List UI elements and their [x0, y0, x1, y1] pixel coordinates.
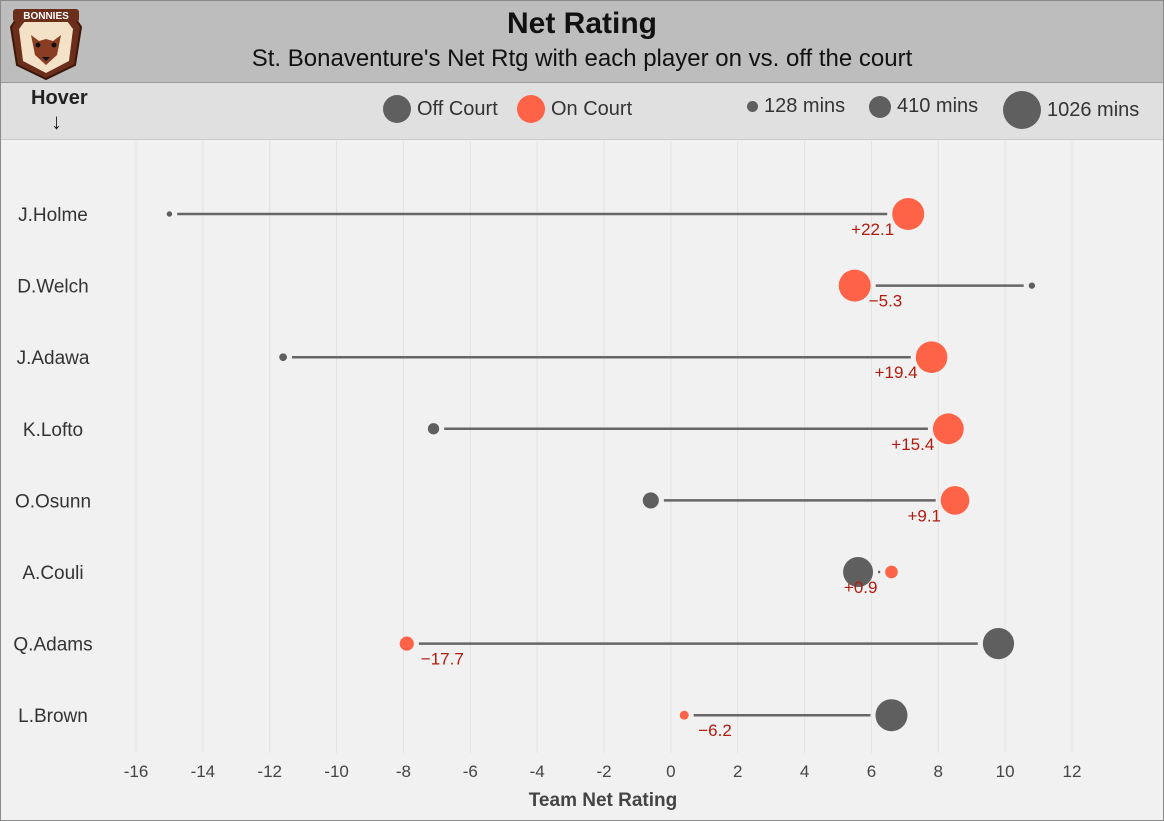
net-rating-diff-label: +9.1 [907, 506, 941, 525]
legend-off-court-label: Off Court [417, 97, 498, 120]
off-court-dot[interactable] [427, 423, 440, 435]
player-row[interactable]: Q.Adams −17.7 [13, 627, 1015, 669]
off-court-dot[interactable] [1028, 282, 1036, 289]
on-court-dot[interactable] [892, 198, 925, 230]
x-tick-label: -12 [257, 762, 282, 781]
legend-bar: Hover ↓ Off Court On Court 128 mins 410 … [1, 83, 1163, 140]
size-medium-dot-icon [869, 95, 891, 118]
net-rating-diff-label: −17.7 [421, 650, 464, 669]
player-rows: J.Holme +22.1 D.Welch −5.3 J.Adawa +19.4 K.Lof… [13, 198, 1036, 740]
net-rating-diff-label: +15.4 [891, 435, 934, 454]
x-tick-label: -14 [191, 762, 216, 781]
x-tick-label: -10 [324, 762, 349, 781]
on-court-dot[interactable] [838, 269, 871, 302]
chart-title: Net Rating [507, 7, 657, 40]
player-name-label: A.Couli [22, 563, 83, 584]
player-name-label: Q.Adams [13, 635, 92, 656]
on-court-dot[interactable] [915, 341, 948, 373]
svg-text:BONNIES: BONNIES [23, 11, 69, 22]
off-court-dot[interactable] [166, 211, 173, 217]
player-name-label: D.Welch [17, 277, 88, 298]
x-tick-label: 10 [996, 762, 1015, 781]
legend-size-large-label: 1026 mins [1047, 98, 1140, 121]
player-name-label: K.Lofto [23, 420, 83, 441]
x-tick-label: -2 [596, 762, 611, 781]
player-name-label: J.Holme [18, 205, 88, 226]
off-court-dot[interactable] [843, 557, 874, 587]
on-court-dot-icon [517, 95, 545, 123]
x-tick-label: -8 [396, 762, 411, 781]
player-row[interactable]: D.Welch −5.3 [17, 269, 1036, 311]
legend-size-large: 1026 mins [1003, 91, 1139, 129]
net-rating-diff-label: +22.1 [851, 220, 894, 239]
player-row[interactable]: L.Brown −6.2 [18, 699, 908, 740]
off-court-dot[interactable] [875, 699, 908, 732]
player-name-label: L.Brown [18, 706, 88, 727]
player-row[interactable]: K.Lofto +15.4 [23, 413, 964, 454]
legend-off-court: Off Court [383, 95, 498, 123]
legend-size-small-label: 128 mins [764, 95, 846, 117]
player-row[interactable]: J.Adawa +19.4 [17, 341, 948, 382]
on-court-dot[interactable] [679, 710, 689, 720]
hover-label[interactable]: Hover [31, 87, 88, 109]
on-court-dot[interactable] [932, 413, 964, 445]
on-court-dot[interactable] [940, 486, 970, 515]
legend-size-small: 128 mins [747, 95, 845, 118]
arrow-down-icon: ↓ [51, 109, 62, 134]
x-tick-label: -4 [530, 762, 545, 781]
net-rating-diff-label: +0.9 [844, 578, 878, 597]
x-tick-label: 8 [934, 762, 943, 781]
x-tick-label: 2 [733, 762, 742, 781]
player-row[interactable]: O.Osunn +9.1 [15, 486, 970, 525]
on-court-dot[interactable] [399, 636, 414, 651]
legend-on-court-label: On Court [551, 97, 633, 120]
size-small-dot-icon [747, 101, 758, 112]
net-rating-diff-label: +19.4 [875, 363, 918, 382]
off-court-dot-icon [383, 95, 411, 123]
x-axis-label: Team Net Rating [529, 790, 678, 811]
off-court-dot[interactable] [982, 627, 1015, 660]
legend-size-medium-label: 410 mins [897, 95, 979, 117]
x-axis-ticks: -16 -14 -12 -10 -8 -6 -4 -2 0 2 4 6 8 10 12 [124, 762, 1082, 781]
off-court-dot[interactable] [642, 492, 659, 509]
chart-header: BONNIES Net Rating St. Bonaventure's Net… [1, 1, 1163, 83]
net-rating-diff-label: −5.3 [869, 292, 903, 311]
on-court-dot[interactable] [885, 565, 898, 579]
x-tick-label: 12 [1063, 762, 1082, 781]
bonnies-logo: BONNIES [9, 9, 83, 81]
chart-subtitle: St. Bonaventure's Net Rtg with each play… [251, 45, 913, 72]
player-row[interactable]: J.Holme +22.1 [18, 198, 925, 239]
x-tick-label: 6 [867, 762, 876, 781]
player-name-label: J.Adawa [17, 348, 90, 369]
player-row[interactable]: A.Couli +0.9 [22, 557, 898, 597]
x-tick-label: -16 [124, 762, 149, 781]
player-name-label: O.Osunn [15, 491, 91, 512]
size-large-dot-icon [1003, 91, 1041, 129]
legend-size-medium: 410 mins [869, 95, 978, 118]
x-tick-label: -6 [463, 762, 478, 781]
x-tick-label: 4 [800, 762, 809, 781]
x-tick-label: 0 [666, 762, 675, 781]
legend-on-court: On Court [517, 95, 632, 123]
net-rating-diff-label: −6.2 [698, 721, 732, 740]
off-court-dot[interactable] [279, 353, 287, 362]
